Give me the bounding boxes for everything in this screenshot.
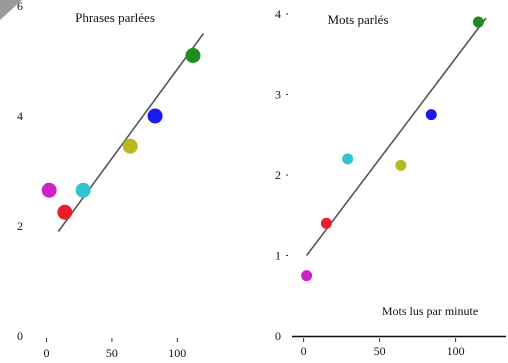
- data-point: [472, 16, 484, 28]
- data-point: [41, 182, 57, 198]
- data-point: [320, 217, 332, 229]
- data-point: [122, 138, 138, 154]
- chart-panel-mots: Mots parlés 0 1 2 3 4 0 50 100 Mots lus par minut…: [275, 7, 506, 358]
- data-point: [395, 159, 407, 171]
- y-tick-label: 2: [275, 168, 281, 182]
- trend-line: [306, 17, 487, 256]
- x-tick-label: 50: [374, 344, 386, 358]
- y-tick-label: 4: [275, 7, 281, 21]
- x-axis-label: Mots lus par minute: [382, 304, 478, 318]
- y-tick-label: 3: [275, 88, 281, 102]
- trend-line: [57, 33, 205, 232]
- y-tick-label: 0: [17, 329, 23, 343]
- x-tick-label: 100: [168, 346, 186, 360]
- chart-panel-phrases: Phrases parlées 0 2 4 6 0 50 100: [17, 0, 205, 360]
- data-point: [185, 48, 201, 63]
- y-tick-label: 2: [17, 219, 23, 233]
- data-point: [301, 270, 313, 282]
- data-point: [342, 153, 354, 165]
- data-point: [147, 108, 163, 124]
- x-tick-label: 100: [447, 344, 465, 358]
- x-tick-label: 50: [106, 346, 118, 360]
- chart-title: Phrases parlées: [75, 10, 155, 25]
- y-tick-label: 1: [275, 249, 281, 263]
- page-corner-decoration: [0, 0, 22, 20]
- x-tick-label: 0: [44, 346, 50, 360]
- data-point: [75, 182, 91, 198]
- y-tick-label: 4: [17, 109, 23, 123]
- chart-title: Mots parlés: [327, 12, 388, 27]
- data-point: [57, 204, 73, 220]
- y-tick-label: 6: [17, 0, 23, 13]
- x-tick-label: 0: [301, 344, 307, 358]
- y-tick-label: 0: [275, 329, 281, 343]
- data-point: [425, 109, 437, 121]
